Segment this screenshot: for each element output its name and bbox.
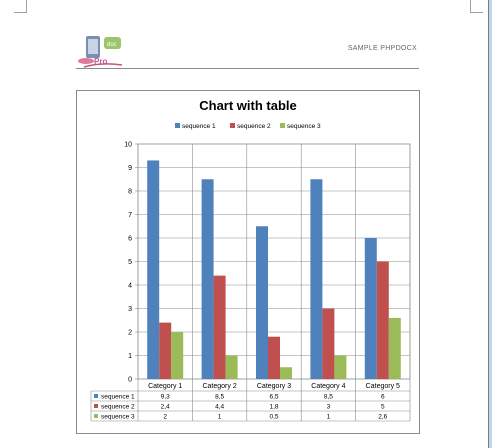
y-tick-label: 10	[124, 142, 132, 149]
bar-s3-c5	[388, 317, 401, 379]
y-tick-label: 3	[128, 306, 132, 313]
bar-s2-c2	[213, 275, 226, 379]
bar-s3-c1	[171, 332, 184, 379]
bar-s1-c4	[310, 179, 323, 379]
table-cell: 2,6	[378, 414, 387, 421]
chart-container: Chart with table sequence 1 sequence 2 sequ…	[76, 90, 420, 434]
table-series-label: sequence 2	[101, 404, 135, 411]
margin-mark	[14, 12, 27, 13]
chart-title: Chart with table	[199, 98, 297, 113]
bar-s3-c4	[334, 355, 347, 379]
table-cell: 9,3	[161, 394, 170, 401]
table-cell: 3	[327, 404, 331, 411]
bar-s1-c5	[364, 238, 377, 379]
bar-s3-c3	[280, 367, 292, 379]
y-tick-label: 5	[128, 259, 132, 266]
bar-s2-c3	[268, 336, 280, 379]
svg-text:Pro: Pro	[94, 57, 107, 66]
y-tick-label: 7	[128, 212, 132, 219]
bar-s2-c5	[376, 261, 389, 379]
table-cell: 0,5	[269, 414, 278, 421]
bar-s2-c4	[322, 308, 335, 379]
table-cell: 5	[381, 404, 385, 411]
legend-entry-3: sequence 3	[287, 123, 321, 130]
table-swatch-1	[94, 394, 98, 398]
window-edge	[489, 0, 492, 448]
y-tick-label: 1	[128, 353, 132, 360]
category-label: Category 5	[366, 383, 400, 390]
margin-mark	[470, 0, 471, 12]
table-series-label: sequence 1	[101, 394, 135, 401]
legend-swatch-1	[175, 123, 180, 128]
category-label: Category 3	[257, 383, 291, 390]
y-tick-label: 9	[128, 165, 132, 172]
y-tick-label: 2	[128, 330, 132, 337]
category-label: Category 2	[202, 383, 236, 390]
legend-swatch-3	[280, 123, 285, 128]
table-cell: 1,8	[269, 404, 278, 411]
bar-s3-c2	[225, 355, 238, 379]
bar-s1-c2	[201, 179, 214, 379]
phpdocx-logo-icon: doc Pro	[78, 36, 123, 68]
legend-entry-2: sequence 2	[237, 123, 271, 130]
table-cell: 6	[381, 394, 385, 401]
category-label: Category 4	[311, 383, 345, 390]
legend-swatch-2	[230, 123, 235, 128]
table-cell: 2	[163, 414, 167, 421]
table-series-label: sequence 3	[101, 414, 135, 421]
table-swatch-2	[94, 404, 98, 408]
y-tick-label: 4	[128, 283, 132, 290]
y-tick-label: 8	[128, 189, 132, 196]
margin-mark	[470, 12, 483, 13]
bar-chart: Chart with table sequence 1 sequence 2 sequ…	[90, 98, 411, 422]
table-cell: 1	[218, 414, 222, 421]
header-brand-text: SAMPLE PHPDOCX	[347, 45, 417, 52]
bar-s1-c3	[256, 226, 268, 379]
margin-mark	[26, 0, 27, 12]
table-cell: 2,4	[161, 404, 170, 411]
table-cell: 1	[327, 414, 331, 421]
header-divider	[76, 68, 419, 69]
table-cell: 6,5	[269, 394, 278, 401]
bar-s2-c1	[159, 322, 172, 379]
y-tick-label: 0	[128, 377, 132, 384]
svg-text:doc: doc	[107, 42, 117, 48]
table-cell: 8,5	[215, 394, 224, 401]
table-cell: 4,4	[215, 404, 224, 411]
category-label: Category 1	[148, 383, 182, 390]
legend-entry-1: sequence 1	[182, 123, 216, 130]
table-cell: 8,5	[324, 394, 333, 401]
table-swatch-3	[94, 414, 98, 418]
bar-s1-c1	[147, 160, 160, 379]
y-tick-label: 6	[128, 236, 132, 243]
